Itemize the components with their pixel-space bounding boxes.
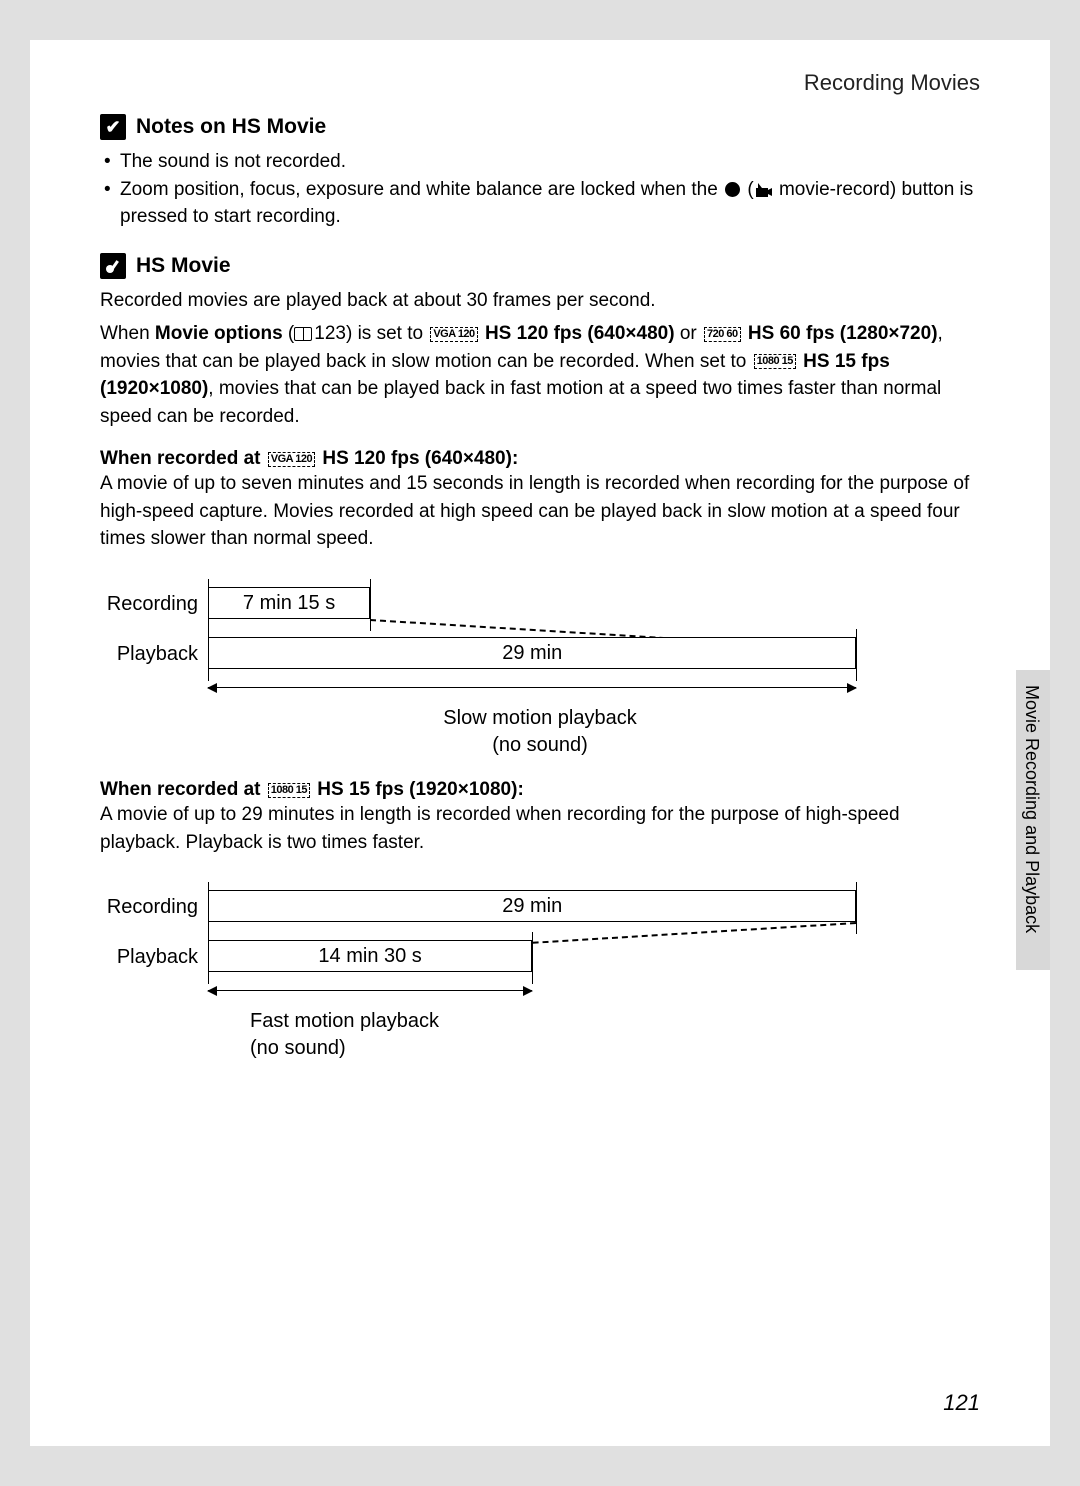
recording-bar: 29 min xyxy=(208,890,856,922)
recording-bar: 7 min 15 s xyxy=(208,587,370,619)
diag-label-playback: Playback xyxy=(100,946,208,969)
check-icon: ✔ xyxy=(100,114,126,140)
side-tab-label: Movie Recording and Playback xyxy=(1021,685,1042,933)
section-notes-title: Notes on HS Movie xyxy=(136,115,326,139)
sub-heading-120fps: When recorded at VGA 120 HS 120 fps (640… xyxy=(100,448,980,470)
diag-label-playback: Playback xyxy=(100,643,208,666)
sub-paragraph-120fps: A movie of up to seven minutes and 15 se… xyxy=(100,470,980,553)
section-hsmovie-heading: HS Movie xyxy=(100,253,980,279)
playback-bar: 14 min 30 s xyxy=(208,940,532,972)
vga-icon: VGA 120 xyxy=(268,452,315,467)
record-button-icon xyxy=(725,182,740,197)
diag-label-recording: Recording xyxy=(100,593,208,616)
sub-paragraph-15fps: A movie of up to 29 minutes in length is… xyxy=(100,801,980,856)
hs-paragraph-2: When Movie options (123) is set to VGA 1… xyxy=(100,320,980,430)
book-icon xyxy=(294,327,312,341)
diagram-caption: Fast motion playback (no sound) xyxy=(250,1008,980,1062)
note-text: Zoom position, focus, exposure and white… xyxy=(120,179,723,200)
diagram-slow-motion: Recording 7 min 15 s Playback 29 min Slo… xyxy=(100,583,980,759)
manual-page: Recording Movies ✔ Notes on HS Movie The… xyxy=(30,40,1050,1446)
1080-icon: 1080 15 xyxy=(268,783,310,798)
720-icon: 720 60 xyxy=(704,327,741,342)
hs-paragraph-1: Recorded movies are played back at about… xyxy=(100,287,980,315)
page-number: 121 xyxy=(943,1390,980,1416)
vga-icon: VGA 120 xyxy=(430,327,477,342)
pencil-icon xyxy=(100,253,126,279)
diag-label-recording: Recording xyxy=(100,896,208,919)
diagram-caption: Slow motion playback (no sound) xyxy=(100,705,980,759)
note-item: Zoom position, focus, exposure and white… xyxy=(104,176,980,231)
1080-icon: 1080 15 xyxy=(754,354,796,369)
playback-bar: 29 min xyxy=(208,637,856,669)
diagram-fast-motion: Recording 29 min Playback 14 min 30 s Fa… xyxy=(100,886,980,1062)
movie-record-icon xyxy=(756,183,772,197)
page-header: Recording Movies xyxy=(100,70,980,96)
notes-list: The sound is not recorded. Zoom position… xyxy=(100,148,980,231)
note-item: The sound is not recorded. xyxy=(104,148,980,176)
sub-heading-15fps: When recorded at 1080 15 HS 15 fps (1920… xyxy=(100,779,980,801)
section-hsmovie-title: HS Movie xyxy=(136,254,231,278)
section-notes-heading: ✔ Notes on HS Movie xyxy=(100,114,980,140)
